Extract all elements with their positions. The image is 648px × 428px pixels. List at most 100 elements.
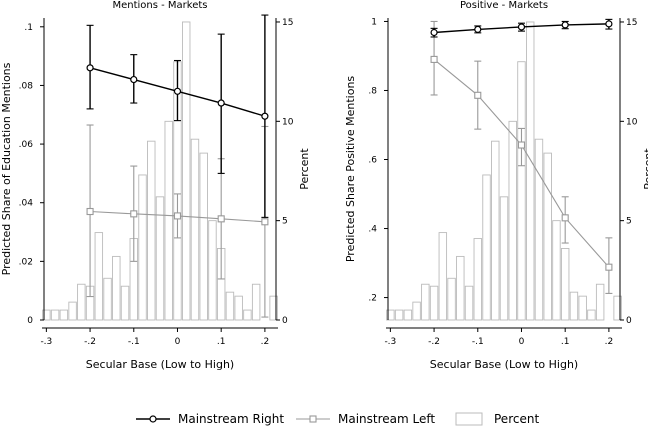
panel1-mainstream-right-point (130, 75, 138, 84)
panel1-ytick-label: .1 (24, 23, 33, 33)
panel1-hist-bar (164, 120, 173, 321)
panel1-ytick-label: .04 (19, 199, 34, 209)
panel2-ytick-label: .2 (368, 294, 377, 304)
panel2-hist-bar (517, 61, 526, 321)
panel1-hist-bar (234, 295, 243, 321)
panel1-hist-bar (50, 309, 60, 321)
panel1-mainstream-right-point (173, 87, 182, 95)
panel1-hist-bar (182, 21, 191, 321)
legend-label: Mainstream Right (178, 412, 284, 426)
panel2-mainstream-right-point (474, 25, 482, 33)
panel2-xtick-label: -.2 (428, 337, 440, 347)
panel2-hist-bar (482, 174, 491, 321)
panel2-y2tick-label: 0 (626, 316, 632, 326)
panel1-hist-bar (147, 140, 156, 321)
panel2-hist-bar (403, 309, 413, 321)
panel1-ytick-label: .02 (19, 257, 33, 267)
panel2-hist-bar (595, 283, 605, 321)
panel1-hist-bar (190, 138, 200, 321)
panel1-xtick-label: -.2 (84, 337, 96, 347)
panel1-mainstream-right-point (261, 112, 269, 120)
panel1-y2tick-label: 5 (282, 217, 288, 227)
panel2-ytick-label: .4 (368, 225, 377, 235)
panel1-x-label: Secular Base (Low to High) (86, 358, 234, 371)
panel2-mainstream-left-point (605, 263, 613, 271)
panel1-ytick-label: .08 (19, 81, 34, 91)
panel2-hist-bar (429, 285, 439, 321)
panel1-hist-bar (77, 283, 86, 321)
panel1-hist-bar (155, 196, 165, 321)
panel1-mainstream-right-point (86, 64, 94, 72)
panel2-mainstream-left-point (561, 214, 569, 222)
panel2-y2-label: Percent (642, 148, 648, 190)
panel2-hist-bar (499, 196, 509, 321)
panel1-ytick-label: 0 (27, 316, 33, 326)
panel1-y2-label: Percent (298, 148, 311, 190)
panel1-xtick-label: .1 (217, 337, 226, 347)
panel2-hist-bar (578, 295, 587, 321)
panel2-ytick-label: .6 (368, 156, 377, 166)
panel2-hist-bar (456, 255, 465, 321)
panel1-y2tick-label: 0 (282, 316, 288, 326)
panel1-hist-bar (208, 220, 217, 321)
panel1-y-label: Predicted Share of Education Mentions (0, 62, 13, 275)
panel2-hist-bar (464, 285, 474, 321)
panel2-mainstream-left-point (517, 141, 526, 149)
panel2-xtick-label: -.3 (384, 337, 396, 347)
panel2-y2tick-label: 5 (626, 217, 632, 227)
panel1-hist-bar (120, 285, 130, 321)
panel2-y2tick-label: 15 (626, 18, 637, 28)
panel2-mainstream-left-point (430, 55, 438, 63)
panel1-mainstream-left-point (261, 218, 269, 226)
panel2-ytick-label: .8 (368, 86, 377, 96)
panel2-hist-bar (560, 248, 570, 321)
panel2-xtick-label: -.1 (472, 337, 484, 347)
panel1-hist-bar (94, 232, 104, 321)
panel1-hist-bar (112, 255, 121, 321)
panel1-mainstream-left-point (217, 215, 225, 223)
legend-right-marker (149, 415, 157, 423)
panel1-xtick-label: .2 (261, 337, 270, 347)
panel2-hist-bar (613, 295, 622, 321)
panel2-mainstream-right-point (605, 20, 613, 28)
panel2-xtick-label: .1 (561, 337, 570, 347)
panel2-hist-bar (394, 309, 404, 321)
legend-left-marker (309, 415, 317, 423)
panel2-hist-bar (447, 277, 456, 321)
panel2-hist-bar (473, 238, 482, 321)
panel2-hist-bar (421, 283, 430, 321)
panel2-group (384, 18, 624, 332)
panel1-title: Mentions - Markets (112, 0, 207, 11)
panel1-ytick-label: .06 (19, 140, 34, 150)
panel2-xtick-label: 0 (519, 337, 525, 347)
panel1-hist-bar (243, 309, 252, 321)
panel1-xtick-label: -.1 (128, 337, 140, 347)
panel2-mainstream-right-point (430, 28, 438, 37)
panel1-xtick-label: -.3 (40, 337, 52, 347)
panel1-mainstream-left-point (86, 207, 94, 216)
panel2-mainstream-right-point (517, 23, 526, 31)
legend-percent-swatch (455, 412, 483, 426)
panel2-hist-bar (552, 220, 561, 321)
legend (136, 412, 483, 426)
panel2-hist-bar (438, 232, 448, 321)
panel1-hist-bar (138, 174, 147, 321)
panel2-y2tick-label: 10 (626, 117, 638, 127)
panel1-mainstream-left-point (173, 212, 182, 220)
panel2-hist-bar (569, 291, 579, 321)
legend-label: Mainstream Left (338, 412, 435, 426)
panel2-hist-bar (543, 152, 552, 321)
panel2-mainstream-right-point (561, 21, 569, 29)
panel2-xtick-label: .2 (605, 337, 614, 347)
panel2-mainstream-left-point (474, 91, 482, 99)
panel1-hist-bar (269, 295, 278, 321)
panel1-hist-bar (225, 291, 235, 321)
panel2-ytick-label: 1 (371, 17, 377, 27)
panel1-hist-bar (251, 283, 261, 321)
panel1-y2tick-label: 10 (282, 117, 294, 127)
panel1-hist-bar (103, 277, 112, 321)
panel1-hist-bar (42, 309, 51, 321)
panel2-title: Positive - Markets (460, 0, 548, 11)
